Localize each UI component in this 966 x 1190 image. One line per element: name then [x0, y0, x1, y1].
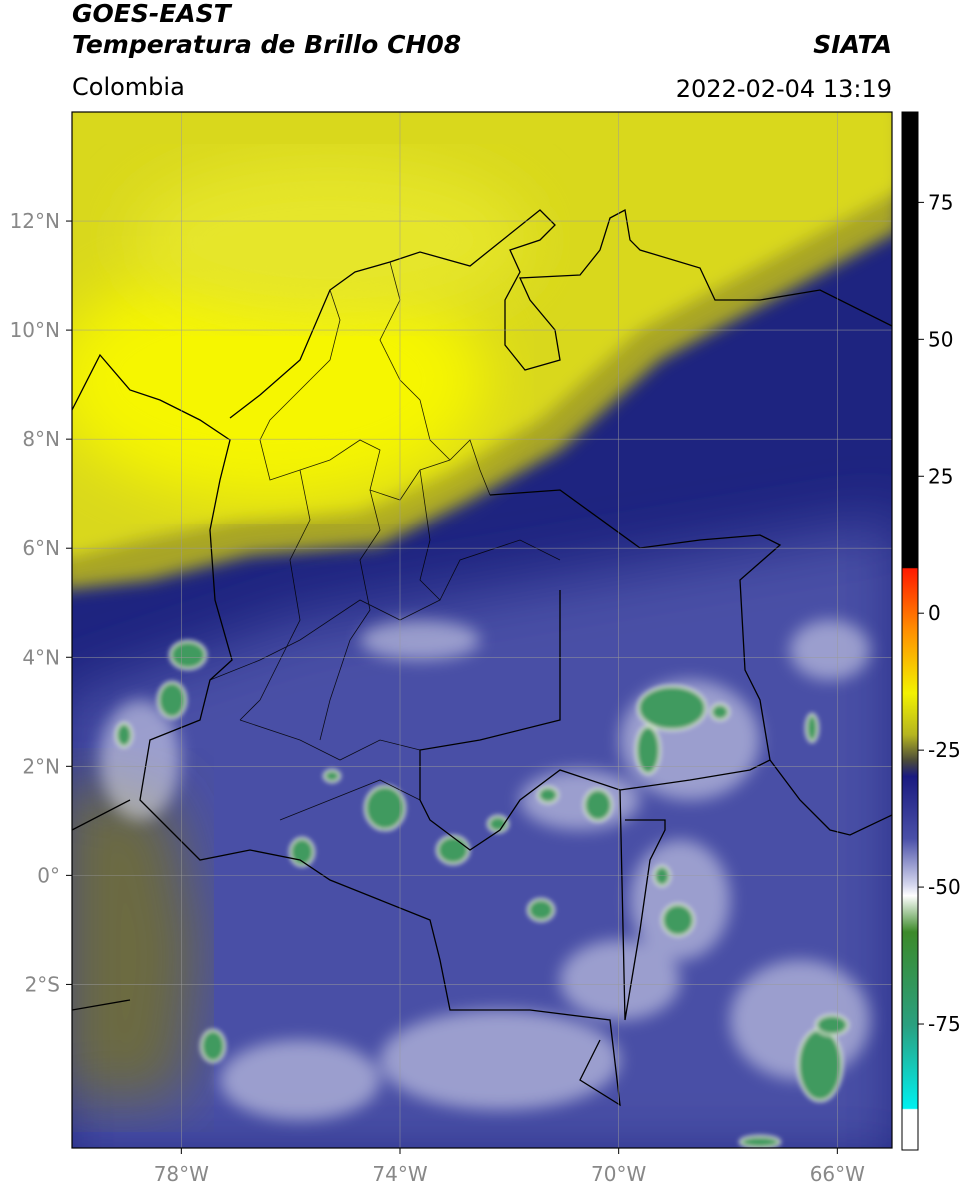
y-tick-label: 4°N	[22, 645, 60, 669]
x-tick-label: 78°W	[154, 1162, 209, 1186]
source: SIATA	[813, 30, 892, 59]
colorbar-tick-label: 75	[928, 190, 953, 214]
colorbar-tick-label: 0	[928, 601, 941, 625]
colorbar-tick-label: 25	[928, 464, 953, 488]
region: Colombia	[72, 73, 185, 101]
y-tick-label: 0°	[37, 863, 60, 887]
y-tick-label: 6°N	[22, 536, 60, 560]
colorbar-tick-label: -25	[928, 738, 961, 762]
y-tick-label: 2°N	[22, 754, 60, 778]
x-tick-label: 74°W	[372, 1162, 427, 1186]
map-frame	[71, 111, 893, 1149]
x-tick-label: 66°W	[810, 1162, 865, 1186]
colorbar	[901, 111, 919, 1151]
x-tick-label: 70°W	[591, 1162, 646, 1186]
y-tick-label: 2°S	[25, 972, 60, 996]
colorbar-tick-label: -50	[928, 875, 961, 899]
colorbar-tick-label: 50	[928, 327, 953, 351]
y-tick-label: 8°N	[22, 427, 60, 451]
satellite-image	[72, 112, 892, 1148]
subtitle: Temperatura de Brillo CH08	[72, 30, 461, 59]
title: GOES-EAST	[72, 0, 233, 28]
y-tick-label: 10°N	[10, 318, 60, 342]
colorbar-tick-label: -75	[928, 1012, 961, 1036]
timestamp: 2022-02-04 13:19	[676, 75, 892, 103]
y-tick-label: 12°N	[10, 209, 60, 233]
